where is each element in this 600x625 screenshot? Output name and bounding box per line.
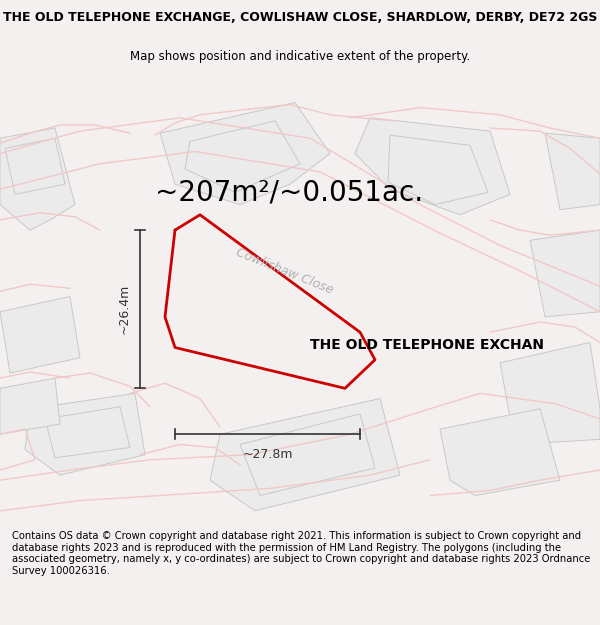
Polygon shape <box>210 399 400 511</box>
Text: ~27.8m: ~27.8m <box>242 448 293 461</box>
Polygon shape <box>185 121 300 192</box>
Text: ~207m²/~0.051ac.: ~207m²/~0.051ac. <box>155 178 423 206</box>
Polygon shape <box>160 102 330 204</box>
Polygon shape <box>25 394 145 475</box>
Text: THE OLD TELEPHONE EXCHAN: THE OLD TELEPHONE EXCHAN <box>310 339 544 352</box>
Polygon shape <box>440 409 560 496</box>
Polygon shape <box>545 133 600 210</box>
Text: Map shows position and indicative extent of the property.: Map shows position and indicative extent… <box>130 49 470 62</box>
Polygon shape <box>0 378 60 434</box>
Text: Contains OS data © Crown copyright and database right 2021. This information is : Contains OS data © Crown copyright and d… <box>12 531 590 576</box>
Text: ~26.4m: ~26.4m <box>118 284 131 334</box>
Text: THE OLD TELEPHONE EXCHANGE, COWLISHAW CLOSE, SHARDLOW, DERBY, DE72 2GS: THE OLD TELEPHONE EXCHANGE, COWLISHAW CL… <box>3 11 597 24</box>
Polygon shape <box>530 230 600 317</box>
Polygon shape <box>388 135 488 204</box>
Polygon shape <box>500 342 600 444</box>
Polygon shape <box>240 414 375 496</box>
Text: Cowlishaw Close: Cowlishaw Close <box>235 246 335 296</box>
Polygon shape <box>355 118 510 215</box>
Polygon shape <box>5 138 65 194</box>
Polygon shape <box>45 407 130 458</box>
Polygon shape <box>0 128 75 230</box>
Polygon shape <box>0 296 80 373</box>
